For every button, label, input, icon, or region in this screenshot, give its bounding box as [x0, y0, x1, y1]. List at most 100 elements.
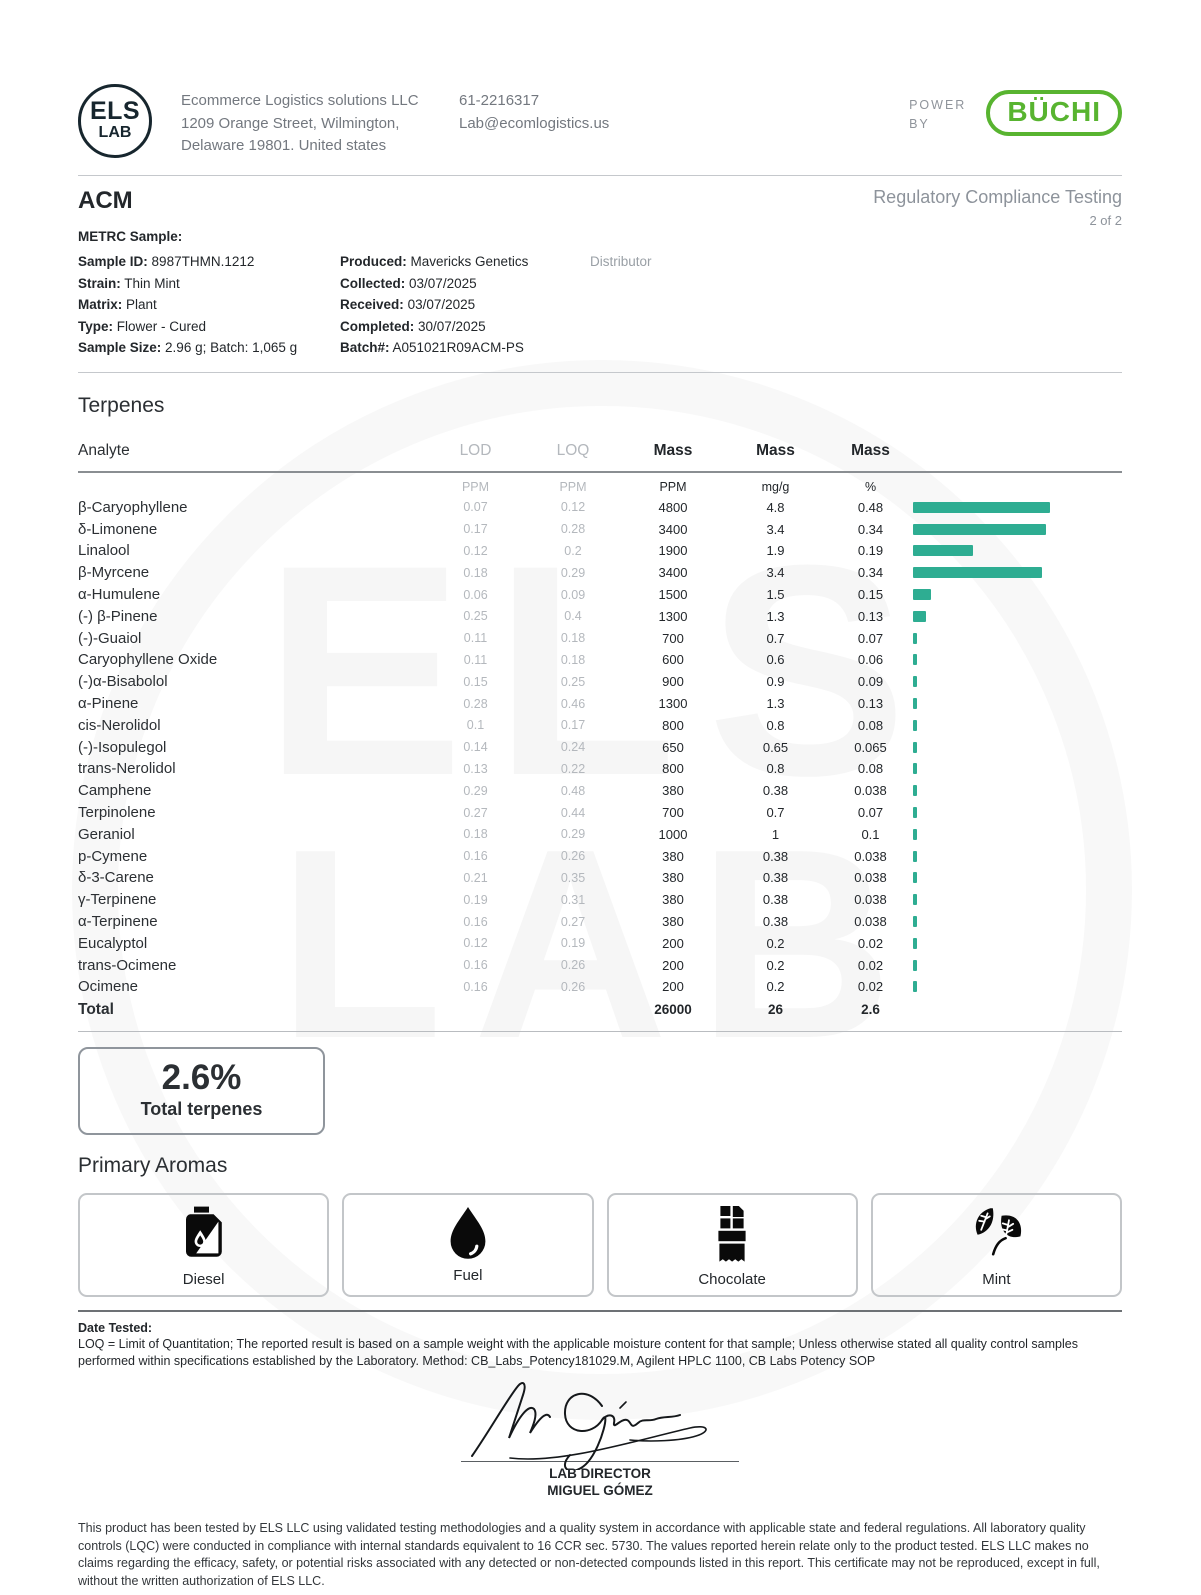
mass-pct-value: 0.08	[857, 717, 884, 733]
aroma-label: Mint	[982, 1270, 1011, 1288]
analyte-name: δ-3-Carene	[78, 869, 154, 887]
lod-value: 0.12	[463, 936, 488, 951]
loq-value: 0.27	[560, 914, 586, 929]
mass-ppm-value: 1900	[658, 543, 688, 559]
lod-value: 0.25	[463, 609, 488, 624]
mass-pct-value: 0.038	[854, 914, 887, 930]
metrc-sample-label: METRC Sample:	[78, 229, 183, 244]
terpene-row: β-Caryophyllene 0.07 0.12 4800 4.8 0.48	[78, 497, 1122, 519]
aroma-card-diesel: Diesel	[78, 1192, 330, 1297]
company-email: Lab@ecomlogistics.us	[459, 114, 610, 132]
mass-ppm-value: 380	[662, 870, 684, 886]
analyte-name: γ-Terpinene	[78, 891, 157, 909]
analyte-name: δ-Limonene	[78, 520, 158, 538]
mass-mgg-value: 0.38	[762, 892, 789, 908]
table-total-row: Total 26000 26 2.6	[78, 998, 1122, 1022]
terpene-row: Eucalyptol 0.12 0.19 200 0.2 0.02	[78, 932, 1122, 954]
terpene-bar	[913, 501, 1050, 513]
lab-director-label: LAB DIRECTOR	[549, 1465, 651, 1481]
header: ELS LAB Ecommerce Logistics solutions LL…	[78, 0, 1122, 158]
mass-pct-value: 0.038	[854, 783, 887, 799]
terpene-rows: β-Caryophyllene 0.07 0.12 4800 4.8 0.48 δ-Limo…	[78, 497, 1122, 998]
total-terpenes-value: 2.6%	[161, 1057, 242, 1097]
analyte-name: β-Caryophyllene	[78, 498, 188, 516]
analyte-name: Geraniol	[78, 825, 135, 843]
analyte-name: (-) β-Pinene	[78, 607, 158, 625]
mass-mgg-value: 0.7	[766, 630, 785, 646]
mass-pct-value: 0.065	[854, 739, 887, 755]
mass-mgg-value: 0.7	[766, 805, 785, 821]
report-type: Regulatory Compliance Testing	[873, 187, 1122, 207]
mass-mgg-value: 3.4	[766, 521, 785, 537]
signature-block: LAB DIRECTOR MIGUEL GÓMEZ	[450, 1378, 750, 1498]
client-name: ACM	[78, 187, 133, 214]
mass-pct-value: 0.038	[854, 848, 887, 864]
meta-strain: Strain: Thin Mint	[78, 275, 180, 291]
mass-ppm-value: 200	[662, 935, 684, 951]
lod-value: 0.07	[463, 500, 488, 515]
mass-pct-value: 0.34	[857, 565, 884, 581]
mass-mgg-value: 0.2	[766, 935, 785, 951]
terpene-row: Geraniol 0.18 0.29 1000 1 0.1	[78, 823, 1122, 845]
mint-leaves-icon	[970, 1205, 1022, 1262]
loq-value: 0.48	[560, 783, 586, 798]
terpene-row: α-Pinene 0.28 0.46 1300 1.3 0.13	[78, 693, 1122, 715]
terpene-row: Caryophyllene Oxide 0.11 0.18 600 0.6 0.06	[78, 649, 1122, 671]
analyte-name: (-)-Guaiol	[78, 629, 142, 647]
lod-value: 0.29	[463, 783, 488, 798]
aroma-label: Chocolate	[698, 1270, 766, 1288]
table-header-row: Analyte LOD LOQ Mass Mass Mass	[78, 442, 1122, 473]
analyte-name: Camphene	[78, 782, 152, 800]
bar-cell	[913, 741, 1122, 753]
lod-value: 0.11	[463, 652, 488, 667]
company-phone: 61-2216317	[459, 92, 540, 109]
mass-pct-value: 0.038	[854, 892, 887, 908]
mass-mgg-value: 1	[771, 826, 780, 842]
terpene-bar	[913, 741, 917, 753]
signature-image	[471, 1381, 707, 1472]
bar-cell	[913, 763, 1122, 775]
mass-pct-value: 0.02	[857, 979, 884, 995]
bar-cell	[913, 807, 1122, 819]
terpene-bar	[913, 545, 973, 557]
terpene-row: Terpinolene 0.27 0.44 700 0.7 0.07	[78, 802, 1122, 824]
terpene-bar	[913, 981, 917, 993]
disclaimer-text: This product has been tested by ELS LLC …	[78, 1520, 1100, 1589]
aroma-label: Diesel	[182, 1270, 225, 1288]
mass-mgg-value: 0.8	[766, 717, 785, 733]
bar-cell	[913, 545, 1122, 557]
bar-cell	[913, 916, 1122, 928]
lod-value: 0.16	[463, 849, 488, 864]
unit-mass-ppm: PPM	[659, 479, 687, 494]
mass-ppm-value: 1000	[658, 826, 688, 842]
terpene-row: (-)α-Bisabolol 0.15 0.25 900 0.9 0.09	[78, 671, 1122, 693]
loq-value: 0.2	[564, 543, 582, 558]
lod-value: 0.21	[463, 870, 488, 885]
terpenes-heading: Terpenes	[78, 393, 165, 417]
analyte-name: α-Terpinene	[78, 913, 158, 931]
analyte-name: cis-Nerolidol	[78, 716, 161, 734]
total-terpenes-label: Total terpenes	[140, 1098, 263, 1119]
total-mgg: 26	[767, 1002, 784, 1018]
aroma-cards: Diesel Fuel	[78, 1192, 1122, 1297]
distributor-label: Distributor	[590, 254, 652, 269]
bar-cell	[913, 567, 1122, 579]
terpene-bar	[913, 894, 917, 906]
terpene-row: β-Myrcene 0.18 0.29 3400 3.4 0.34	[78, 562, 1122, 584]
unit-mass-mgg: mg/g	[761, 479, 790, 494]
loq-footnote: LOQ = Limit of Quantitation; The reporte…	[78, 1336, 1078, 1368]
analyte-name: Caryophyllene Oxide	[78, 651, 218, 669]
mass-pct-value: 0.1	[861, 826, 880, 842]
mass-pct-value: 0.13	[857, 696, 884, 712]
terpene-row: (-) β-Pinene 0.25 0.4 1300 1.3 0.13	[78, 605, 1122, 627]
terpene-bar	[913, 850, 917, 862]
total-ppm: 26000	[654, 1002, 692, 1018]
mass-mgg-value: 0.38	[762, 848, 789, 864]
unit-loq: PPM	[559, 479, 587, 494]
mass-pct-value: 0.15	[857, 587, 884, 603]
terpene-bar	[913, 567, 1042, 579]
analyte-name: (-)-Isopulegol	[78, 738, 167, 756]
loq-value: 0.24	[560, 740, 586, 755]
bar-cell	[913, 501, 1122, 513]
divider	[78, 1030, 1122, 1032]
